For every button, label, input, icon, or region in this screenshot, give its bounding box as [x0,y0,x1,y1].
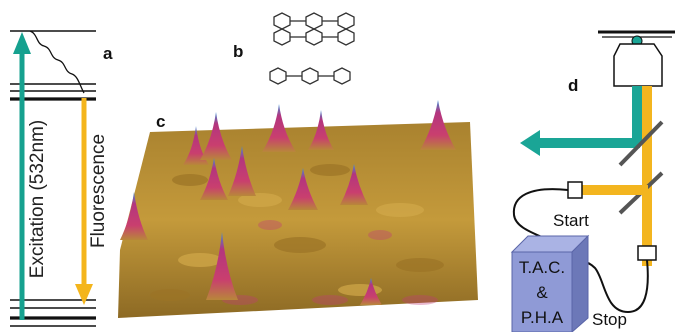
experimental-setup [510,30,675,332]
terrain-surface [118,122,478,318]
tac-box-side [571,234,589,332]
peak [288,168,318,210]
peak [308,110,334,150]
beam-vertical-green [632,86,642,130]
emission-peaks [120,100,456,305]
beam-incoming-green [540,138,640,148]
panel-label-d: d [568,76,579,95]
peak [340,164,368,205]
peak [228,146,256,196]
stop-label: Stop [592,310,627,329]
peak [200,112,232,160]
panel-label-c: c [156,112,166,131]
fluorescence-surface-plot [118,100,478,318]
panel-label-b: b [233,42,244,61]
molecule-structures [269,12,355,85]
p-terphenyl-structure [269,67,351,85]
beam-vertical-yellow [642,86,652,266]
fluorescence-arrow-head [75,284,93,305]
peak [262,104,296,152]
peak [360,278,382,305]
peak [120,192,148,240]
panel-label-a: a [103,44,113,63]
pha-label: P.H.A [520,308,564,327]
excitation-arrow-head [13,32,31,54]
dichroic-mirror [618,120,664,167]
beam-yellow-to-start-detector [580,185,648,195]
terrylene-structure [273,12,355,46]
objective-lens [613,43,663,87]
peak [420,100,456,150]
excitation-label: Excitation (532nm) [27,119,48,279]
start-label: Start [553,211,589,230]
peak [206,232,238,300]
beam-incoming-arrowhead [520,130,540,156]
tac-label: T.A.C. [518,258,566,277]
start-detector [567,181,583,199]
terrain-texture [150,164,444,305]
tac-box-front [511,251,573,332]
fluorescence-label: Fluorescence [88,133,109,249]
peak [200,158,228,200]
energy-level-diagram [10,30,96,327]
peak [183,126,209,165]
relaxation-path [29,30,85,94]
ampersand-label: & [536,283,548,302]
stop-detector [637,245,657,261]
